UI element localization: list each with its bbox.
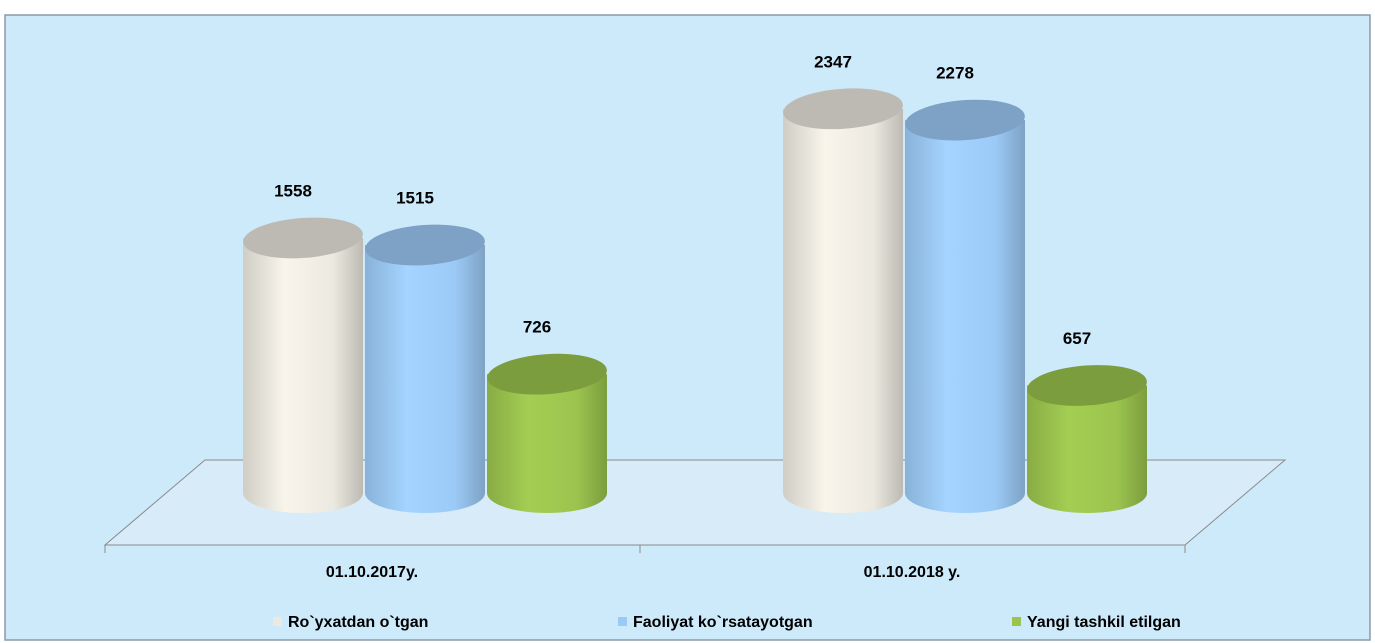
plot-background bbox=[4, 14, 1371, 641]
legend-label: Yangi tashkil etilgan bbox=[1027, 614, 1181, 631]
cylinder-top bbox=[783, 88, 903, 130]
data-label: 1515 bbox=[396, 188, 434, 207]
data-label: 2278 bbox=[936, 64, 974, 83]
cylinder-top bbox=[243, 217, 363, 259]
data-label: 726 bbox=[523, 318, 551, 337]
data-label: 2347 bbox=[814, 52, 852, 71]
cylinder-top bbox=[365, 224, 485, 266]
cylinder-top bbox=[487, 353, 607, 395]
cylinder-body bbox=[365, 244, 485, 493]
cylinder-body bbox=[783, 108, 903, 494]
legend-marker bbox=[618, 617, 627, 626]
data-label: 1558 bbox=[274, 181, 312, 200]
legend-marker bbox=[1012, 617, 1021, 626]
cylinder-top bbox=[905, 99, 1025, 141]
cylinder-body bbox=[905, 120, 1025, 493]
x-tick-label: 01.10.2018 y. bbox=[864, 564, 961, 581]
legend-marker bbox=[273, 617, 282, 626]
legend-label: Ro`yxatdan o`tgan bbox=[288, 614, 428, 631]
data-label: 657 bbox=[1063, 329, 1091, 348]
cylinder-top bbox=[1027, 365, 1147, 406]
legend-label: Faoliyat ko`rsatayotgan bbox=[633, 614, 813, 631]
cylinder-body bbox=[243, 237, 363, 493]
x-tick-label: 01.10.2017y. bbox=[326, 564, 418, 581]
